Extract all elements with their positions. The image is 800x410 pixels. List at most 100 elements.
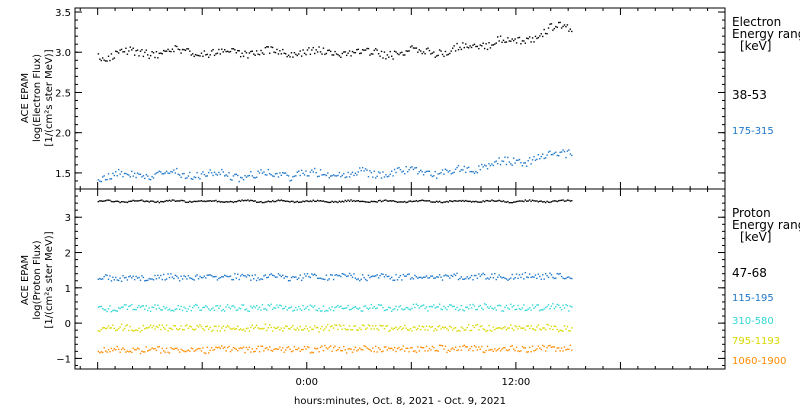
data-point xyxy=(308,47,310,49)
data-point xyxy=(459,277,461,280)
data-point xyxy=(546,275,548,277)
data-point xyxy=(369,201,371,204)
data-point xyxy=(302,348,304,351)
data-point xyxy=(324,344,326,347)
data-point xyxy=(126,53,129,55)
data-point xyxy=(308,308,310,311)
data-point xyxy=(491,348,493,351)
data-point xyxy=(569,330,572,332)
data-point xyxy=(280,349,283,351)
data-point xyxy=(411,276,413,279)
data-point xyxy=(266,329,268,332)
data-point xyxy=(154,201,156,204)
data-point xyxy=(338,306,341,308)
data-point xyxy=(462,327,464,329)
data-point xyxy=(244,330,246,332)
data-point xyxy=(174,200,177,202)
data-point xyxy=(273,348,275,351)
data-point xyxy=(447,329,450,331)
data-point xyxy=(555,151,557,153)
data-point xyxy=(379,324,381,327)
data-point xyxy=(421,304,423,307)
data-point xyxy=(168,172,171,174)
data-point xyxy=(370,350,373,352)
data-point xyxy=(361,200,364,203)
data-point xyxy=(552,29,554,31)
data-point xyxy=(212,329,214,331)
data-point xyxy=(437,276,439,278)
data-point xyxy=(173,310,175,312)
data-point xyxy=(425,170,428,173)
data-point xyxy=(398,166,400,169)
data-point xyxy=(414,167,416,169)
data-point xyxy=(467,200,470,203)
data-point xyxy=(501,160,503,162)
data-point xyxy=(524,42,526,44)
data-point xyxy=(518,158,521,161)
data-point xyxy=(254,350,256,353)
data-point xyxy=(99,180,101,182)
data-point xyxy=(511,344,513,347)
data-point xyxy=(119,201,121,204)
data-point xyxy=(141,176,143,178)
proton-ylabel: ACE EPAM log(Proton Flux) [1/(cm²s ster … xyxy=(20,231,55,328)
data-point xyxy=(157,274,159,277)
data-point xyxy=(312,306,314,309)
data-point xyxy=(161,53,163,55)
data-point xyxy=(328,329,330,332)
data-point xyxy=(405,201,407,204)
data-point xyxy=(315,200,317,203)
data-point xyxy=(193,176,195,178)
data-point xyxy=(225,50,227,53)
data-point xyxy=(221,345,223,347)
data-point xyxy=(550,23,553,25)
data-point xyxy=(280,174,283,176)
data-point xyxy=(332,309,335,312)
data-point xyxy=(392,279,394,281)
data-point xyxy=(287,307,290,309)
data-point xyxy=(235,52,238,54)
data-point xyxy=(221,48,223,50)
data-point xyxy=(213,200,216,202)
data-point xyxy=(552,328,554,331)
data-point xyxy=(568,348,570,351)
data-point xyxy=(299,174,301,177)
data-point xyxy=(245,327,248,330)
data-point xyxy=(171,328,174,331)
data-point xyxy=(534,200,537,202)
data-point xyxy=(344,274,346,276)
data-point xyxy=(167,48,169,51)
data-point xyxy=(279,172,281,174)
data-point xyxy=(283,307,285,310)
data-point xyxy=(135,176,137,179)
data-point xyxy=(210,347,213,349)
data-point xyxy=(430,349,432,351)
data-point xyxy=(504,277,506,279)
data-point xyxy=(533,41,535,43)
y-tick-label: 3 xyxy=(65,213,71,224)
data-point xyxy=(212,200,214,202)
data-point xyxy=(152,306,155,309)
data-point xyxy=(547,151,550,153)
data-point xyxy=(203,352,206,354)
data-point xyxy=(482,308,484,311)
data-point xyxy=(241,273,243,276)
data-point xyxy=(270,349,272,352)
data-point xyxy=(186,177,188,179)
data-point xyxy=(160,200,162,203)
data-point xyxy=(299,274,301,276)
data-point xyxy=(184,276,187,278)
data-point xyxy=(344,51,346,53)
proton-legend-title-line-2: Energy ranges xyxy=(732,218,800,232)
data-point xyxy=(562,149,564,151)
data-point xyxy=(446,200,448,203)
data-point xyxy=(504,306,506,309)
data-point xyxy=(277,176,280,178)
data-point xyxy=(187,349,190,351)
data-point xyxy=(284,200,287,203)
data-point xyxy=(348,308,351,311)
data-point xyxy=(135,349,137,351)
data-point xyxy=(141,48,143,51)
data-point xyxy=(556,328,558,331)
data-point xyxy=(441,308,444,311)
